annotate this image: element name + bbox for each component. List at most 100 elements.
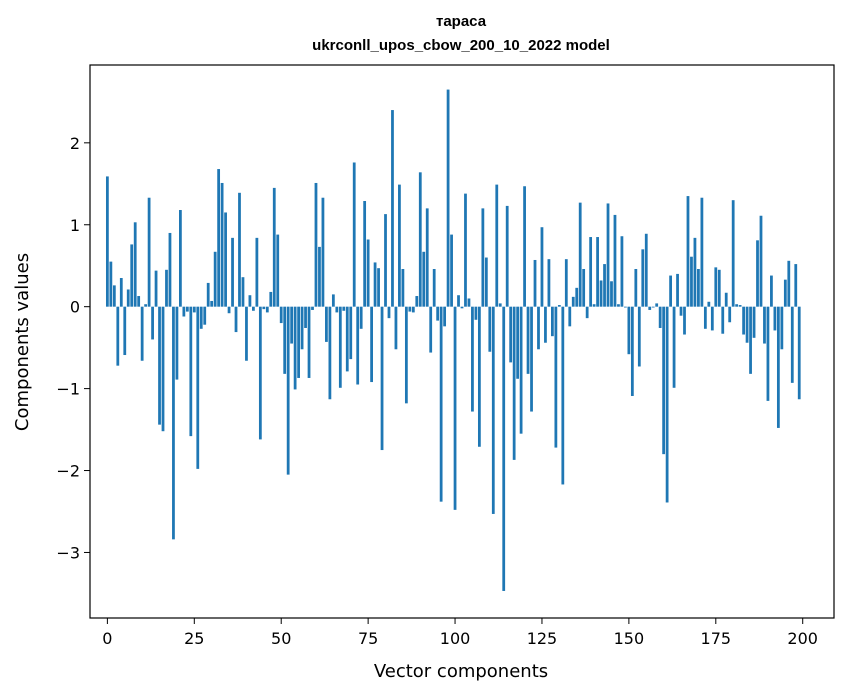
bar-52: [286, 306, 290, 475]
bar-145: [610, 281, 613, 307]
bar-152: [634, 269, 638, 307]
bar-196: [787, 260, 791, 307]
bar-21: [179, 210, 182, 307]
bar-46: [265, 306, 269, 313]
bar-39: [241, 277, 245, 307]
bar-73: [359, 306, 363, 329]
bar-84: [398, 184, 401, 307]
bar-75: [366, 239, 370, 307]
bar-0: [105, 176, 109, 307]
bar-12: [147, 197, 151, 307]
bar-97: [443, 306, 447, 327]
bar-99: [450, 234, 453, 307]
bar-108: [481, 208, 485, 307]
bar-103: [464, 193, 467, 307]
bar-168: [690, 256, 693, 307]
bar-62: [321, 197, 325, 307]
bar-131: [561, 306, 565, 485]
bar-161: [665, 306, 669, 503]
bar-105: [471, 306, 474, 412]
bar-18: [168, 232, 172, 307]
bar-169: [693, 237, 697, 307]
bar-86: [404, 306, 408, 404]
bar-125: [540, 227, 544, 307]
x-tick-label: 0: [102, 629, 112, 648]
bar-34: [224, 212, 227, 307]
bar-186: [752, 306, 756, 338]
bar-65: [331, 294, 335, 307]
bar-171: [700, 197, 704, 307]
bar-95: [436, 306, 440, 321]
bar-15: [158, 306, 161, 425]
bar-124: [537, 306, 540, 350]
y-tick-label: −1: [56, 380, 80, 399]
y-tick-label: −2: [56, 462, 80, 481]
bar-162: [669, 275, 672, 307]
bar-182: [738, 305, 742, 307]
bar-41: [248, 295, 252, 307]
bar-8: [133, 222, 137, 307]
bar-146: [613, 214, 617, 307]
x-tick-label: 175: [701, 629, 732, 648]
bar-56: [300, 306, 304, 350]
y-tick-label: −3: [56, 543, 80, 562]
bar-7: [130, 244, 134, 307]
bar-180: [731, 200, 735, 307]
bar-123: [533, 259, 537, 307]
bar-100: [453, 306, 457, 510]
bar-92: [425, 208, 429, 307]
bar-185: [749, 306, 752, 374]
bar-129: [554, 306, 558, 448]
bar-79: [380, 306, 384, 451]
bar-94: [432, 269, 436, 307]
bar-130: [557, 305, 561, 307]
bar-3: [116, 306, 120, 366]
bar-179: [728, 306, 732, 323]
bar-76: [370, 306, 373, 383]
y-axis-label: Components values: [12, 253, 33, 431]
bar-93: [429, 306, 433, 353]
bar-51: [283, 306, 287, 374]
chart-title-line2: ukrconll_upos_cbow_200_10_2022 model: [312, 37, 610, 54]
bar-88: [411, 306, 415, 313]
y-tick-label: 1: [70, 216, 80, 235]
bar-28: [203, 306, 207, 325]
bar-106: [474, 306, 478, 320]
x-tick-label: 200: [787, 629, 818, 648]
bar-150: [627, 306, 631, 355]
bar-133: [568, 306, 572, 327]
bar-174: [710, 306, 714, 331]
bar-89: [415, 296, 419, 307]
bar-69: [345, 306, 349, 372]
bar-142: [599, 280, 603, 307]
bar-17: [165, 269, 168, 307]
bar-29: [206, 282, 210, 307]
x-tick-label: 50: [271, 629, 291, 648]
bar-48: [272, 187, 276, 307]
bar-47: [269, 291, 273, 307]
x-axis-label: Vector components: [374, 661, 548, 682]
bar-59: [311, 306, 314, 310]
bar-32: [217, 169, 221, 307]
bar-14: [154, 270, 158, 307]
bar-98: [446, 89, 450, 307]
bar-37: [234, 306, 238, 333]
bar-163: [672, 306, 676, 388]
bar-53: [290, 306, 294, 344]
x-tick-label: 25: [184, 629, 204, 648]
bar-151: [630, 306, 634, 396]
bar-113: [498, 303, 502, 307]
bar-118: [516, 306, 520, 379]
bar-77: [373, 262, 377, 307]
bar-136: [578, 202, 582, 307]
bar-114: [502, 306, 506, 591]
bar-178: [724, 292, 728, 307]
bar-147: [617, 304, 620, 307]
x-tick-label: 100: [440, 629, 471, 648]
bar-143: [603, 264, 606, 307]
bar-153: [637, 306, 641, 367]
bar-115: [505, 205, 509, 307]
bar-74: [363, 201, 367, 307]
bar-170: [697, 269, 700, 307]
bar-45: [262, 306, 266, 310]
